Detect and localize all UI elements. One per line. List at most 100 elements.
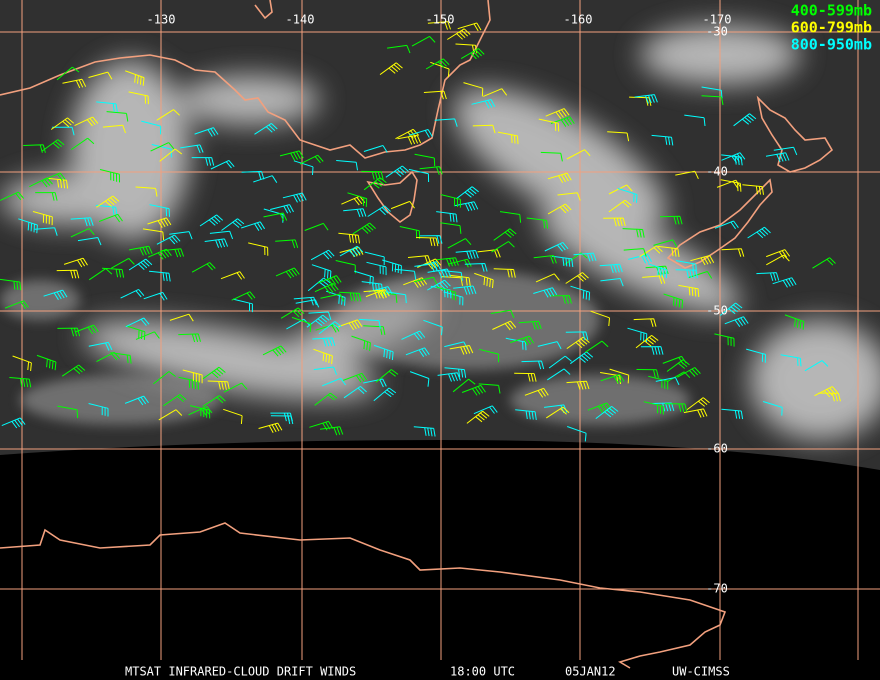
wind-barb xyxy=(231,291,256,301)
wind-barb xyxy=(570,351,594,365)
wind-barb xyxy=(567,426,587,442)
wind-barb xyxy=(293,160,314,176)
wind-barb xyxy=(43,289,68,301)
wind-barb xyxy=(416,261,441,270)
wind-barb xyxy=(746,348,766,363)
wind-barb xyxy=(361,170,384,180)
wind-barb xyxy=(158,409,183,421)
wind-barb xyxy=(617,188,638,203)
date-label: 05JAN12 xyxy=(565,665,616,679)
wind-barb xyxy=(651,402,675,412)
wind-barb xyxy=(684,114,706,127)
wind-barb xyxy=(622,228,645,238)
wind-barb xyxy=(533,287,558,298)
wind-barb xyxy=(663,293,684,309)
wind-barb xyxy=(473,405,498,415)
wind-barb xyxy=(96,101,118,113)
wind-barb xyxy=(407,255,432,264)
wind-barb xyxy=(472,124,496,134)
wind-barb xyxy=(675,170,699,180)
wind-barb xyxy=(454,201,479,212)
wind-barb xyxy=(202,366,226,380)
wind-barb xyxy=(308,311,332,321)
wind-barb xyxy=(733,113,757,127)
wind-barb xyxy=(573,252,597,262)
wind-barb xyxy=(306,314,330,328)
wind-barb xyxy=(199,214,224,227)
wind-barb xyxy=(351,335,371,351)
wind-barb xyxy=(102,267,125,278)
wind-barb xyxy=(309,420,334,431)
wind-barb xyxy=(180,144,204,154)
wind-barb xyxy=(742,184,764,195)
wind-barb xyxy=(440,194,461,208)
wind-barb xyxy=(385,291,407,304)
wind-barb xyxy=(339,245,364,257)
wind-barb xyxy=(721,408,744,420)
wind-barb xyxy=(63,257,88,268)
wind-barb xyxy=(307,277,331,292)
wind-barb xyxy=(756,272,780,281)
wind-barb xyxy=(683,408,708,418)
wind-barb xyxy=(762,401,783,416)
wind-barb xyxy=(368,286,393,297)
new-zealand-north xyxy=(756,95,834,173)
wind-barb xyxy=(425,58,450,70)
wind-barb xyxy=(724,316,749,327)
longitude-label: -140 xyxy=(286,13,315,27)
wind-barb xyxy=(312,337,336,347)
longitude-label: -160 xyxy=(564,13,593,27)
wind-barb xyxy=(690,255,715,266)
wind-barb xyxy=(423,90,447,100)
wind-barb xyxy=(408,129,433,138)
wind-barb xyxy=(414,153,436,167)
wind-barb xyxy=(812,257,836,269)
wind-barb xyxy=(178,333,201,343)
wind-barb xyxy=(52,126,75,136)
time-label: 18:00 UTC xyxy=(450,665,515,679)
longitude-label: -170 xyxy=(703,13,732,27)
antarctica-coast xyxy=(0,522,727,669)
wind-barb xyxy=(547,368,571,381)
wind-barb xyxy=(436,286,457,301)
wind-barb xyxy=(98,213,123,223)
wind-barb xyxy=(599,263,623,273)
wind-barb xyxy=(490,309,515,318)
cloud xyxy=(20,375,220,425)
wind-barb xyxy=(447,238,472,249)
wind-barb xyxy=(550,116,575,127)
wind-barb xyxy=(313,348,333,365)
australia-coast xyxy=(0,0,491,159)
wind-barb xyxy=(387,44,411,54)
wind-barb xyxy=(524,387,549,398)
wind-barb xyxy=(463,82,484,97)
wind-barb xyxy=(1,417,26,429)
wind-barb xyxy=(648,375,669,390)
cloud xyxy=(510,375,690,425)
wind-barb xyxy=(70,217,94,227)
wind-barb xyxy=(129,245,153,256)
wind-barb xyxy=(526,217,549,229)
wind-barb xyxy=(241,170,265,180)
wind-barb xyxy=(721,152,746,163)
wind-barb xyxy=(366,261,387,276)
wind-barb xyxy=(322,377,347,387)
wind-barb xyxy=(457,22,482,32)
wind-barb xyxy=(440,222,462,234)
wind-barb xyxy=(664,403,688,413)
cloud xyxy=(453,88,667,232)
wind-barb xyxy=(319,426,344,436)
wind-barb xyxy=(325,290,346,306)
wind-barb xyxy=(160,248,185,258)
wind-barb xyxy=(814,386,839,398)
wind-barb xyxy=(587,402,612,414)
wind-barb xyxy=(714,333,735,347)
wind-barb xyxy=(401,330,426,341)
wind-barb xyxy=(9,377,32,388)
wind-barb xyxy=(74,116,99,127)
wind-barb xyxy=(666,359,690,372)
wind-barb xyxy=(647,263,668,279)
wind-barbs xyxy=(0,21,841,442)
wind-barb xyxy=(566,336,590,350)
